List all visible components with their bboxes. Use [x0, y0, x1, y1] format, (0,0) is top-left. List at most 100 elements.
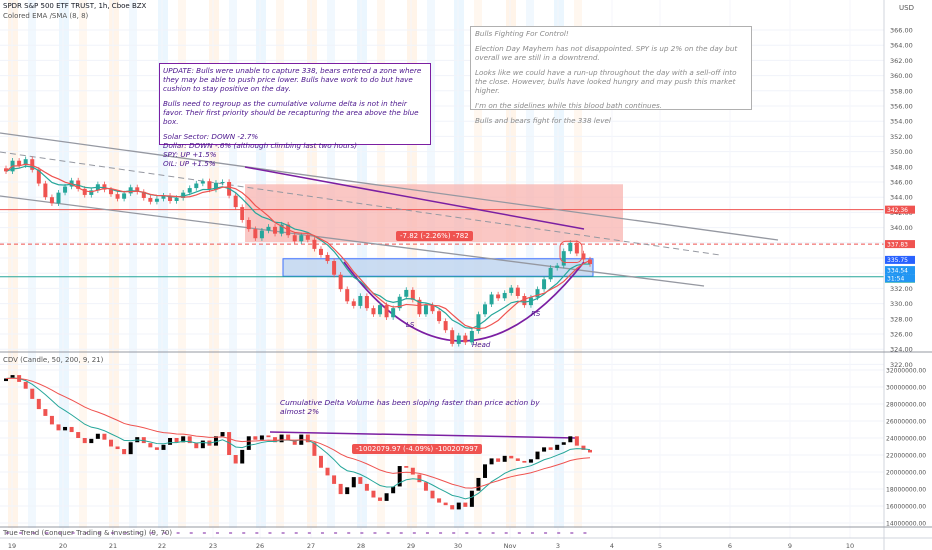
cdv-candle — [338, 483, 343, 495]
y-tick-label: 350.00 — [890, 148, 913, 156]
symbol-title[interactable]: SPDR S&P 500 ETF TRUST, 1h, Cboe BZX — [3, 2, 147, 10]
ema-indicator-title[interactable]: Colored EMA /SMA (8, 8) — [3, 12, 89, 20]
cdv-tick-label: 22000000.00 — [886, 453, 926, 460]
y-tick-label: 366.00 — [890, 27, 913, 35]
price-candle — [391, 308, 396, 318]
price-candle — [220, 182, 225, 183]
cdv-candle — [286, 434, 291, 440]
cdv-tick-label: 30000000.00 — [886, 385, 926, 392]
cdv-candle — [574, 436, 579, 446]
cdv-candle — [213, 436, 218, 446]
cdv-candle — [469, 490, 474, 507]
y-tick-label: 328.00 — [890, 315, 913, 323]
cdv-candle — [509, 455, 514, 459]
x-tick-label: 29 — [407, 542, 415, 550]
true-trend-indicator-title[interactable]: True Trend (Conquer Trading & Investing)… — [3, 529, 173, 537]
cdv-candle — [240, 449, 245, 464]
cdv-candle — [483, 464, 488, 478]
price-candle — [233, 195, 238, 208]
price-candle — [246, 220, 251, 230]
price-candle — [443, 321, 448, 331]
cdv-candle — [502, 455, 507, 462]
price-candle — [345, 289, 350, 302]
cdv-candle — [187, 436, 192, 444]
x-tick-label: 22 — [158, 542, 166, 550]
cdv-candle — [345, 487, 350, 495]
price-candle — [469, 330, 474, 343]
cdv-candle — [417, 474, 422, 483]
price-candle — [450, 330, 455, 344]
cdv-candle — [312, 442, 317, 456]
price-candle — [17, 160, 22, 166]
cdv-candle — [273, 437, 278, 443]
price-candle — [253, 229, 258, 239]
cdv-tick-label: 32000000.00 — [886, 368, 926, 375]
cdv-candle — [325, 467, 330, 476]
cdv-candle — [581, 445, 586, 450]
update-note: UPDATE: Bulls were unable to capture 338… — [159, 63, 431, 168]
note-paragraph-1: Election Day Mayhem has not disappointed… — [475, 44, 738, 62]
note-paragraph-4: Bulls and bears fight for the 338 level — [475, 116, 611, 125]
price-candle — [332, 261, 337, 275]
session-band — [28, 0, 36, 528]
price-candle — [174, 197, 179, 201]
cdv-candle — [63, 426, 68, 431]
y-tick-label: 330.00 — [890, 300, 913, 308]
cdv-candle — [528, 459, 533, 463]
session-band — [276, 0, 284, 528]
session-band — [158, 0, 168, 528]
price-candle — [515, 287, 520, 296]
price-tag: 335.75 — [887, 257, 908, 264]
cdv-candle — [174, 438, 179, 443]
price-candle — [358, 296, 363, 306]
price-candle — [4, 168, 8, 172]
cdv-indicator-title[interactable]: CDV (Candle, 50, 200, 9, 21) — [3, 356, 104, 364]
note-title: Bulls Fighting For Control! — [475, 29, 569, 38]
price-candle — [56, 192, 61, 204]
price-candle — [194, 183, 199, 189]
cdv-candle — [463, 502, 468, 507]
trend-lines — [0, 132, 779, 439]
price-candle — [299, 235, 304, 242]
x-tick-label: 27 — [307, 542, 315, 550]
currency-label: USD — [899, 4, 914, 12]
price-candle — [509, 287, 514, 293]
cdv-tick-label: 26000000.00 — [886, 419, 926, 426]
price-candle — [568, 242, 573, 252]
price-candle — [535, 289, 540, 298]
x-tick-label: 5 — [658, 542, 662, 550]
price-candle — [161, 195, 166, 199]
price-candle — [36, 169, 41, 184]
price-candle — [430, 305, 435, 312]
price-candle — [574, 242, 579, 254]
note-paragraph-2: Looks like we could have a run-up throug… — [475, 68, 737, 95]
y-tick-label: 352.00 — [890, 133, 913, 141]
cdv-candle — [259, 435, 264, 440]
y-tick-label: 348.00 — [890, 163, 913, 171]
price-candle — [351, 301, 356, 306]
cdv-candle — [128, 442, 133, 455]
purple-trend-line — [244, 166, 585, 230]
price-candle — [89, 190, 94, 195]
x-tick-label: 9 — [788, 542, 792, 550]
blue-support-box — [282, 258, 594, 277]
cdv-candle — [4, 378, 8, 382]
x-tick-label: 23 — [209, 542, 217, 550]
y-tick-label: 354.00 — [890, 118, 913, 126]
price-candle — [187, 188, 192, 193]
price-candle — [168, 195, 173, 201]
cdv-candle — [437, 498, 442, 503]
cdv-candle — [122, 449, 127, 455]
cup-curve — [343, 261, 585, 342]
price-candle — [49, 197, 54, 204]
price-candle — [325, 254, 330, 262]
price-candle — [522, 296, 527, 306]
label-head: Head — [472, 341, 491, 349]
price-candle — [279, 224, 284, 234]
price-candle — [318, 248, 323, 255]
x-tick-label: 26 — [256, 542, 264, 550]
price-candle — [122, 193, 127, 199]
cdv-candle — [69, 426, 74, 433]
